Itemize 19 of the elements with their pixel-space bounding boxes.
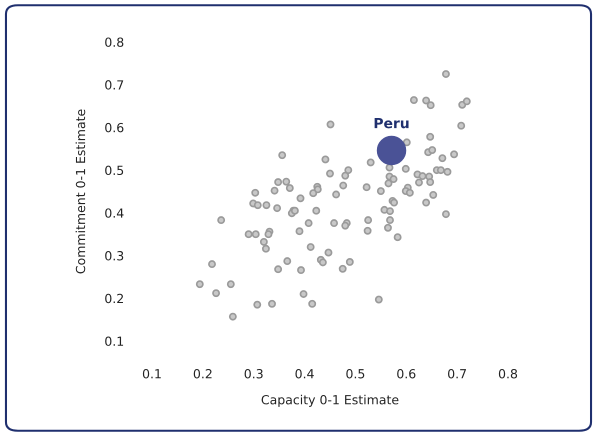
- x-tick-label: 0.3: [244, 368, 263, 378]
- x-tick-label: 0.1: [142, 368, 161, 378]
- x-tick-label: 0.2: [194, 368, 212, 378]
- y-tick-label: 0.1: [105, 336, 124, 346]
- y-tick-label: 0.3: [105, 251, 124, 260]
- y-tick-label: 0.2: [105, 294, 123, 304]
- y-tick-label: 0.4: [105, 208, 124, 218]
- y-tick-label: 0.6: [105, 122, 124, 132]
- y-axis-title: Commitment 0-1 Estimate: [76, 109, 86, 274]
- y-tick-label: 0.8: [105, 37, 124, 47]
- x-tick-label: 0.5: [346, 368, 364, 378]
- series-label: Peru: [374, 118, 409, 128]
- y-tick-label: 0.5: [105, 166, 124, 176]
- x-tick-label: 0.6: [397, 368, 416, 378]
- x-tick-label: 0.4: [295, 368, 314, 378]
- x-tick-label: 0.7: [448, 368, 466, 378]
- y-tick-label: 0.7: [105, 80, 124, 90]
- x-tick-label: 0.8: [498, 368, 518, 378]
- x-axis-title: Capacity 0-1 Estimate: [262, 394, 398, 407]
